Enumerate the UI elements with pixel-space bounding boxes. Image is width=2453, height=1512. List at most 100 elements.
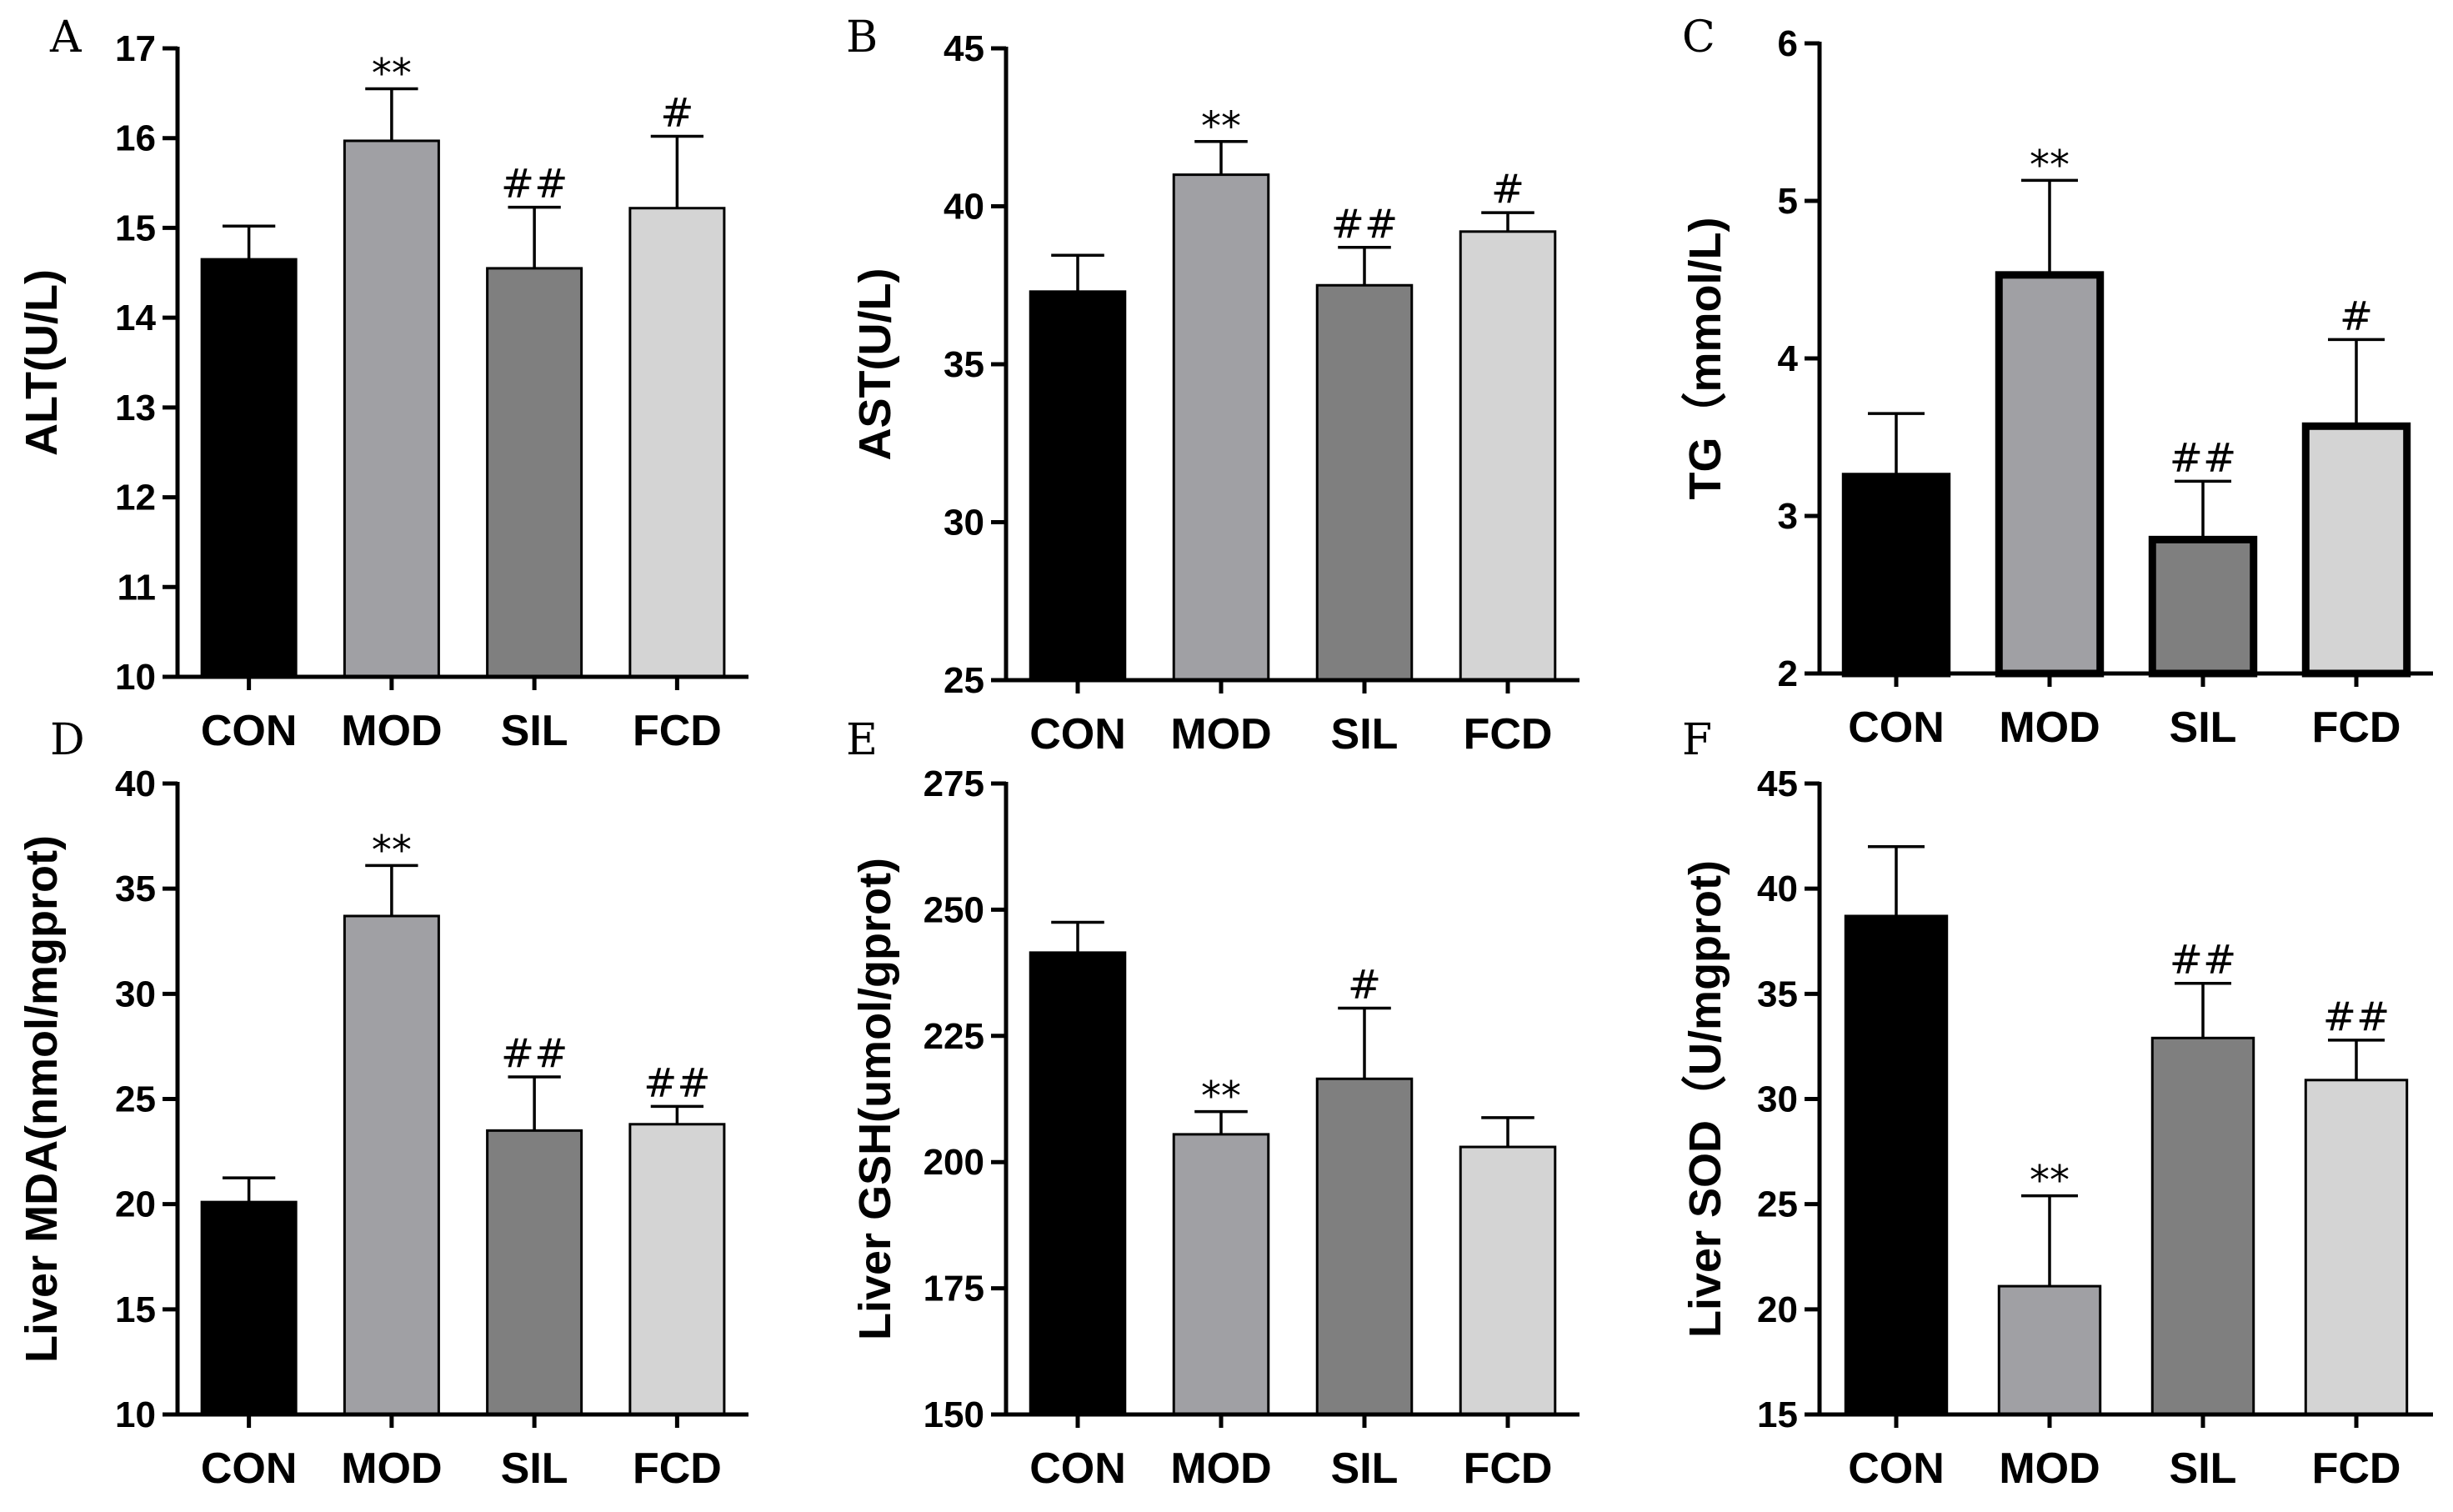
significance-label: ##	[2170, 937, 2236, 984]
significance-label: **	[1201, 103, 1241, 150]
significance-label: ##	[1331, 201, 1398, 248]
y-tick-label: 20	[1757, 1289, 1798, 1330]
y-tick-label: 16	[115, 118, 156, 159]
y-tick-label: 15	[1757, 1394, 1798, 1435]
panel-D: D Liver MDA(nmol/mgprot) CON ** MOD ## SIL ## FC…	[17, 715, 748, 1493]
y-tick-label: 17	[115, 28, 156, 69]
bar-sil	[1315, 1077, 1414, 1416]
significance-label: ##	[2323, 994, 2390, 1040]
bar-con	[200, 258, 298, 678]
y-tick-label: 35	[115, 869, 156, 909]
bar-mod	[1997, 1284, 2102, 1416]
bar-mod	[343, 139, 440, 678]
y-tick-label: 275	[924, 764, 984, 804]
y-tick-label: 5	[1778, 181, 1798, 222]
category-label: FCD	[633, 1444, 722, 1493]
category-label: MOD	[1999, 703, 2100, 752]
error-bar-con	[222, 224, 276, 260]
category-label: FCD	[2312, 703, 2401, 752]
y-tick-label: 25	[115, 1079, 156, 1120]
y-tick-label: 30	[944, 503, 984, 543]
y-tick-label: 10	[115, 1394, 156, 1435]
bar-con	[1029, 290, 1127, 682]
significance-label: #	[2340, 293, 2373, 339]
error-bar-mod	[2021, 178, 2078, 275]
bar-fcd	[2301, 422, 2411, 678]
error-bar-mod	[1194, 1109, 1248, 1134]
significance-label: **	[2030, 142, 2070, 188]
y-tick-label: 2	[1778, 653, 1798, 694]
y-tick-label: 200	[924, 1142, 984, 1183]
category-label: MOD	[1170, 1444, 1271, 1493]
y-tick-label: 150	[924, 1394, 984, 1435]
category-label: CON	[1029, 1444, 1126, 1493]
error-bar-sil	[1338, 246, 1391, 286]
error-bar-fcd	[650, 1104, 704, 1124]
y-axis-title: ALT(U/L)	[17, 269, 67, 456]
bar-sil	[486, 1129, 583, 1416]
error-bar-con	[1051, 920, 1104, 953]
error-bar-sil	[2175, 479, 2231, 540]
bar-con	[1841, 473, 1951, 678]
bar-con	[1844, 914, 1949, 1416]
panel-letter: D	[50, 715, 85, 765]
y-tick-label: 14	[115, 298, 156, 338]
panel-C: C TG（mmol/L) CON ** MOD ## SIL # FCD 2 3 4 5 6	[1680, 13, 2433, 752]
bar-mod	[343, 914, 440, 1416]
significance-label: #	[660, 90, 693, 137]
significance-label: ##	[2170, 434, 2236, 481]
y-tick-label: 20	[115, 1184, 156, 1225]
bar-mod	[1995, 271, 2105, 678]
significance-label: ##	[501, 161, 568, 208]
significance-label: ##	[501, 1030, 568, 1077]
bar-fcd	[1459, 230, 1557, 682]
category-label: MOD	[1170, 710, 1271, 759]
y-tick-label: 30	[115, 974, 156, 1014]
y-tick-label: 11	[117, 567, 156, 608]
bar-con	[1029, 951, 1127, 1416]
bar-sil	[1315, 283, 1414, 682]
bar-mod	[1172, 173, 1270, 682]
y-tick-label: 250	[924, 889, 984, 930]
error-bar-sil	[508, 205, 561, 268]
category-label: FCD	[1464, 1444, 1553, 1493]
error-bar-fcd	[2328, 1039, 2385, 1080]
panel-letter: E	[846, 715, 878, 765]
category-label: MOD	[341, 707, 442, 755]
y-tick-label: 45	[1757, 764, 1798, 804]
bar-con	[200, 1200, 298, 1416]
y-tick-label: 25	[944, 660, 984, 701]
y-tick-label: 40	[1757, 869, 1798, 909]
y-axis-title: Liver MDA(nmol/mgprot)	[17, 835, 67, 1363]
category-label: FCD	[633, 707, 722, 755]
y-tick-label: 35	[1757, 974, 1798, 1014]
y-axis-title: Liver GSH(umol/gprot)	[850, 858, 900, 1340]
significance-label: **	[372, 50, 412, 97]
error-bar-sil	[2175, 981, 2231, 1039]
bar-mod	[1172, 1133, 1270, 1416]
significance-label: ##	[643, 1059, 710, 1106]
y-tick-label: 40	[944, 187, 984, 228]
y-tick-label: 3	[1778, 496, 1798, 537]
category-label: SIL	[501, 1444, 568, 1493]
bar-sil	[486, 267, 583, 678]
error-bar-fcd	[650, 134, 704, 208]
bar-fcd	[628, 1123, 726, 1416]
bar-fcd	[2304, 1079, 2409, 1416]
y-tick-label: 175	[924, 1269, 984, 1309]
significance-label: **	[372, 827, 412, 874]
category-label: CON	[201, 707, 298, 755]
y-tick-label: 10	[115, 657, 156, 698]
y-tick-label: 12	[115, 478, 156, 518]
category-label: MOD	[341, 1444, 442, 1493]
category-label: SIL	[1331, 1444, 1399, 1493]
significance-label: **	[1201, 1074, 1241, 1120]
error-bar-mod	[365, 87, 418, 141]
error-bar-mod	[1194, 140, 1248, 175]
panel-letter: C	[1682, 13, 1715, 63]
significance-label: #	[1491, 166, 1524, 213]
error-bar-con	[1868, 412, 1925, 477]
error-bar-mod	[365, 864, 418, 916]
panel-A: A ALT(U/L) CON ** MOD ## SIL # FCD 10 11 12 13 14 15 16…	[17, 13, 748, 755]
y-tick-label: 15	[115, 208, 156, 248]
